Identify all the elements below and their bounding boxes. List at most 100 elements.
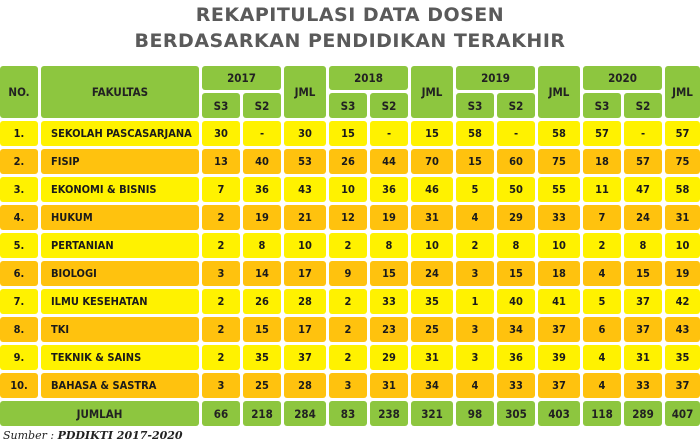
- row-number: 5.: [0, 233, 38, 258]
- row-value: 18: [538, 261, 580, 286]
- row-value: 43: [665, 317, 700, 342]
- row-value: 4: [583, 261, 621, 286]
- row-value: 24: [411, 261, 453, 286]
- source-note: Sumber : PDDIKTI 2017-2020: [3, 429, 183, 442]
- header-year-2018: 2018: [329, 66, 408, 90]
- row-value: 35: [243, 345, 281, 370]
- row-value: 31: [624, 345, 662, 370]
- total-value: 289: [624, 401, 662, 426]
- header-jml-2018: JML: [411, 66, 453, 118]
- row-fakultas: PERTANIAN: [41, 233, 199, 258]
- header-year-2017: 2017: [202, 66, 281, 90]
- title-line-2: BERDASARKAN PENDIDIKAN TERAKHIR: [134, 30, 566, 52]
- row-value: 35: [665, 345, 700, 370]
- row-value: 3: [456, 317, 494, 342]
- row-value: 3: [456, 261, 494, 286]
- source-text: PDDIKTI 2017-2020: [57, 429, 183, 442]
- row-value: 26: [329, 149, 367, 174]
- row-value: -: [497, 121, 535, 146]
- row-value: 8: [243, 233, 281, 258]
- row-value: 8: [624, 233, 662, 258]
- row-value: 3: [202, 373, 240, 398]
- row-value: 37: [624, 289, 662, 314]
- row-value: 70: [411, 149, 453, 174]
- row-fakultas: TEKNIK & SAINS: [41, 345, 199, 370]
- total-value: 321: [411, 401, 453, 426]
- row-value: 31: [370, 373, 408, 398]
- row-value: 18: [583, 149, 621, 174]
- row-value: 2: [329, 317, 367, 342]
- row-value: 1: [456, 289, 494, 314]
- row-value: 3: [329, 373, 367, 398]
- row-value: 2: [202, 345, 240, 370]
- row-value: 13: [202, 149, 240, 174]
- header-s3-2017: S3: [202, 93, 240, 118]
- total-value: 66: [202, 401, 240, 426]
- row-value: 12: [329, 205, 367, 230]
- row-value: 37: [284, 345, 326, 370]
- header-s2-2020: S2: [624, 93, 662, 118]
- header-s2-2018: S2: [370, 93, 408, 118]
- row-number: 4.: [0, 205, 38, 230]
- row-value: 2: [202, 205, 240, 230]
- row-value: 4: [583, 345, 621, 370]
- row-value: 57: [583, 121, 621, 146]
- row-fakultas: HUKUM: [41, 205, 199, 230]
- row-value: 7: [202, 177, 240, 202]
- row-fakultas: BAHASA & SASTRA: [41, 373, 199, 398]
- header-jml-2020: JML: [665, 66, 700, 118]
- row-value: 2: [329, 345, 367, 370]
- row-value: 34: [411, 373, 453, 398]
- row-value: 42: [665, 289, 700, 314]
- row-value: 40: [243, 149, 281, 174]
- header-jml-2019: JML: [538, 66, 580, 118]
- row-fakultas: TKI: [41, 317, 199, 342]
- header-s3-2019: S3: [456, 93, 494, 118]
- row-value: 37: [624, 317, 662, 342]
- row-value: -: [243, 121, 281, 146]
- row-number: 9.: [0, 345, 38, 370]
- total-value: 98: [456, 401, 494, 426]
- row-number: 6.: [0, 261, 38, 286]
- row-value: 29: [497, 205, 535, 230]
- row-value: 53: [284, 149, 326, 174]
- row-value: 26: [243, 289, 281, 314]
- row-value: 57: [665, 121, 700, 146]
- row-value: 33: [497, 373, 535, 398]
- row-value: 19: [370, 205, 408, 230]
- row-value: 2: [202, 289, 240, 314]
- row-value: 15: [370, 261, 408, 286]
- row-fakultas: SEKOLAH PASCASARJANA: [41, 121, 199, 146]
- row-fakultas: FISIP: [41, 149, 199, 174]
- row-value: 5: [583, 289, 621, 314]
- total-value: 407: [665, 401, 700, 426]
- header-fakultas: FAKULTAS: [41, 66, 199, 118]
- row-value: 2: [329, 233, 367, 258]
- row-value: 10: [538, 233, 580, 258]
- header-no: NO.: [0, 66, 38, 118]
- row-value: 8: [497, 233, 535, 258]
- header-s3-2018: S3: [329, 93, 367, 118]
- row-value: 28: [284, 289, 326, 314]
- row-fakultas: BIOLOGI: [41, 261, 199, 286]
- total-label: JUMLAH: [0, 401, 199, 426]
- row-value: 2: [583, 233, 621, 258]
- header-jml-2017: JML: [284, 66, 326, 118]
- row-value: 55: [538, 177, 580, 202]
- row-value: 9: [329, 261, 367, 286]
- row-value: 4: [456, 205, 494, 230]
- row-value: 7: [583, 205, 621, 230]
- row-value: 10: [411, 233, 453, 258]
- row-value: 37: [538, 373, 580, 398]
- row-value: 15: [411, 121, 453, 146]
- row-value: 21: [284, 205, 326, 230]
- row-value: 33: [624, 373, 662, 398]
- row-value: 15: [497, 261, 535, 286]
- row-value: 34: [497, 317, 535, 342]
- row-value: 75: [538, 149, 580, 174]
- row-value: 15: [243, 317, 281, 342]
- row-value: 25: [411, 317, 453, 342]
- row-value: 58: [456, 121, 494, 146]
- total-value: 118: [583, 401, 621, 426]
- row-fakultas: EKONOMI & BISNIS: [41, 177, 199, 202]
